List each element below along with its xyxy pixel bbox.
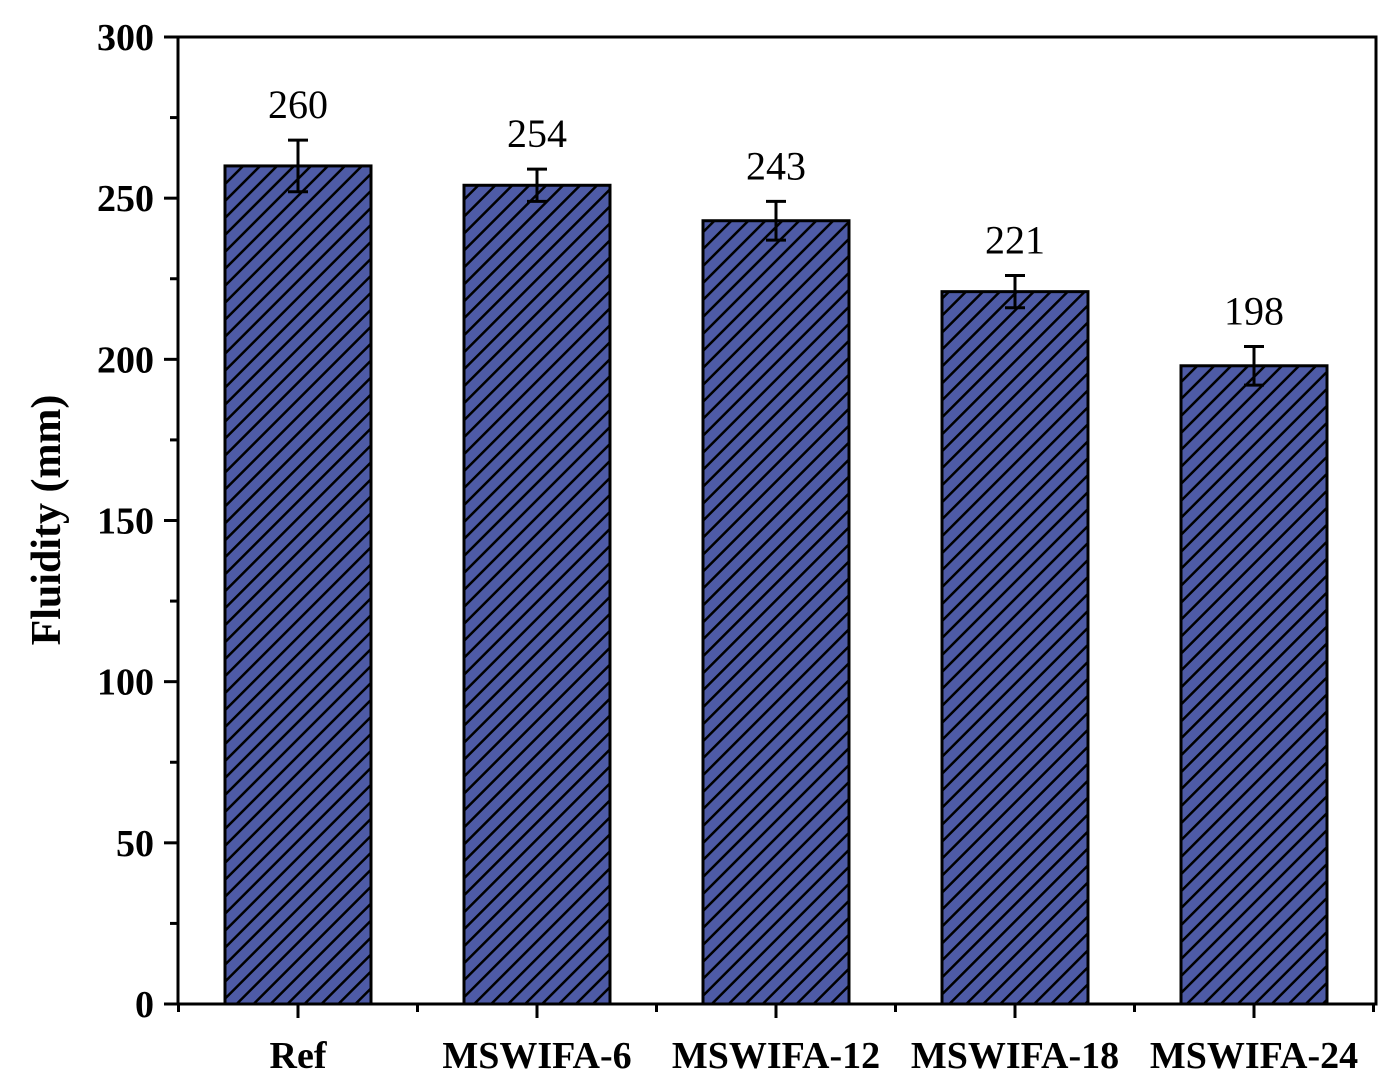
y-tick-label: 300	[97, 17, 154, 59]
y-tick-label: 50	[116, 823, 154, 865]
data-label: 221	[985, 218, 1045, 263]
x-tick-label: MSWIFA-12	[672, 1035, 880, 1077]
x-tick-label: Ref	[270, 1035, 328, 1077]
y-tick-label: 250	[97, 178, 154, 220]
y-tick-label: 200	[97, 339, 154, 381]
bar-ref	[223, 164, 373, 1006]
data-label: 254	[507, 111, 567, 156]
bar-mswifa-12	[701, 219, 851, 1006]
x-tick-label: MSWIFA-18	[911, 1035, 1119, 1077]
bar-mswifa-18	[940, 290, 1090, 1006]
x-tick-label: MSWIFA-24	[1150, 1035, 1358, 1077]
plot-area: 0 50 100 150 200 250 300 260 Ref 254 MSWIFA-6 243 MS…	[97, 17, 1378, 1077]
data-label: 260	[268, 82, 328, 127]
bar-mswifa-24	[1179, 364, 1329, 1006]
data-label: 243	[746, 143, 806, 188]
data-label: 198	[1224, 288, 1284, 333]
y-tick-label: 0	[135, 984, 154, 1026]
y-axis-title: Fluidity (mm)	[24, 395, 70, 646]
bar-mswifa-6	[462, 183, 612, 1006]
y-tick-label: 100	[97, 662, 154, 704]
x-tick-label: MSWIFA-6	[442, 1035, 631, 1077]
y-tick-label: 150	[97, 501, 154, 543]
